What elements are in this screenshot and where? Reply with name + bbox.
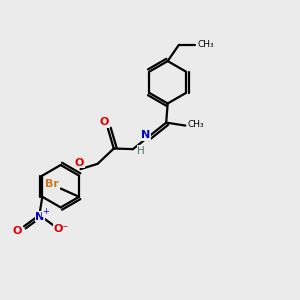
Text: CH₃: CH₃ <box>187 121 204 130</box>
Text: O: O <box>100 117 109 127</box>
Text: N: N <box>35 212 45 221</box>
Text: +: + <box>42 207 49 216</box>
Text: H: H <box>137 146 145 156</box>
Text: O⁻: O⁻ <box>54 224 69 234</box>
Text: Br: Br <box>45 179 59 189</box>
Text: CH₃: CH₃ <box>197 40 214 49</box>
Text: O: O <box>74 158 84 168</box>
Text: O: O <box>13 226 22 236</box>
Text: N: N <box>141 130 150 140</box>
